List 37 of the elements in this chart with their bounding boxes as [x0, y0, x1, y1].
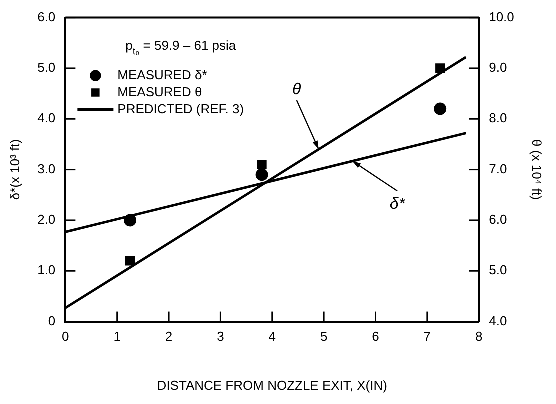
- x-tick-label: 3: [217, 329, 224, 344]
- x-tick-label: 5: [320, 329, 328, 344]
- y2-tick-label: 10.0: [489, 9, 514, 24]
- legend-label: PREDICTED (REF. 3): [118, 101, 244, 116]
- point: [125, 256, 136, 266]
- legend-label: MEASURED δ*: [118, 67, 208, 82]
- y2-tick-label: 5.0: [489, 262, 508, 278]
- x-tick-label: 6: [372, 329, 380, 344]
- y2-tick-label: 6.0: [489, 212, 508, 228]
- legend-label: MEASURED θ: [118, 84, 202, 100]
- y2-axis-title: θ (x 10⁴ ft): [530, 140, 545, 200]
- x-tick-label: 7: [424, 329, 432, 344]
- x-tick-label: 2: [165, 329, 173, 344]
- x-tick-label: 8: [475, 329, 483, 344]
- y-tick-label: 3.0: [38, 161, 56, 176]
- y-tick-label: 2.0: [38, 212, 56, 228]
- y-tick-label: 6.0: [38, 9, 56, 24]
- x-tick-label: 4: [268, 329, 276, 344]
- annotation: δ*: [390, 196, 406, 214]
- annotation: θ: [292, 82, 302, 99]
- point: [434, 102, 447, 116]
- point: [124, 214, 137, 227]
- y-tick-label: 4.0: [38, 110, 56, 126]
- point: [257, 160, 267, 170]
- y2-tick-label: 4.0: [489, 313, 508, 328]
- x-tick-label: 1: [114, 329, 121, 344]
- y-tick-label: 0: [48, 313, 56, 328]
- x-tick-label: 0: [62, 329, 70, 344]
- y-tick-label: 1.0: [38, 262, 56, 278]
- point: [256, 168, 268, 182]
- y2-tick-label: 7.0: [489, 161, 508, 176]
- y2-tick-label: 9.0: [489, 60, 508, 76]
- point: [436, 64, 446, 74]
- y-axis-title: δ*(x 10³ ft): [7, 139, 22, 200]
- x-axis-title: DISTANCE FROM NOZZLE EXIT, X(IN): [157, 378, 388, 393]
- y2-tick-label: 8.0: [489, 110, 508, 126]
- y-tick-label: 5.0: [38, 60, 56, 76]
